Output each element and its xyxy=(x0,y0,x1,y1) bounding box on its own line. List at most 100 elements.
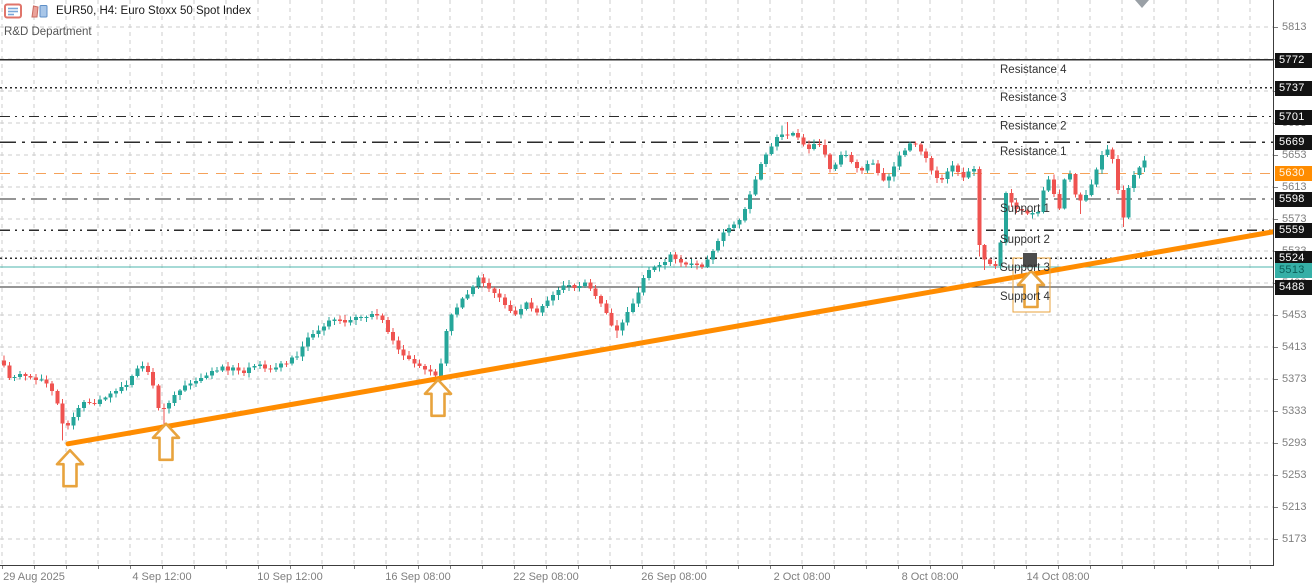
time-tick xyxy=(194,566,195,569)
price-tick-label: 5453 xyxy=(1282,309,1307,321)
price-tick xyxy=(1274,187,1278,188)
price-badge-level: 5669 xyxy=(1275,135,1312,150)
price-axis[interactable]: 5813577357335693565356135573553354935453… xyxy=(1274,0,1315,565)
level-label-support-1[interactable]: Support 1 xyxy=(1000,203,1050,215)
price-tick xyxy=(1274,219,1278,220)
price-tick xyxy=(1274,379,1278,380)
price-tick xyxy=(1274,539,1278,540)
level-label-support-4[interactable]: Support 4 xyxy=(1000,291,1050,303)
time-tick xyxy=(930,566,931,569)
time-axis[interactable]: 29 Aug 2025 4 Sep 12:00 10 Sep 12:00 16 Sep… xyxy=(0,566,1315,587)
quotes-list-icon[interactable] xyxy=(4,3,22,19)
selection-handle[interactable] xyxy=(1023,253,1037,267)
time-tick xyxy=(386,566,387,569)
up-arrow-4 xyxy=(1016,269,1046,309)
time-tick xyxy=(674,566,675,569)
time-tick xyxy=(546,566,547,569)
price-badge-indicator: 5513 xyxy=(1275,263,1312,278)
price-tick xyxy=(1274,155,1278,156)
time-tick xyxy=(98,566,99,569)
chart-header: EUR50, H4: Euro Stoxx 50 Spot Index xyxy=(4,3,251,19)
level-label-resistance-1[interactable]: Resistance 1 xyxy=(1000,146,1066,158)
time-tick xyxy=(418,566,419,569)
time-tick-label: 16 Sep 08:00 xyxy=(385,571,451,583)
time-tick xyxy=(1122,566,1123,569)
time-tick xyxy=(162,566,163,569)
price-badge-level: 5598 xyxy=(1275,192,1312,207)
time-tick-label: 14 Oct 08:00 xyxy=(1026,571,1090,583)
time-tick xyxy=(34,566,35,569)
price-badge-level: 5772 xyxy=(1275,53,1312,68)
price-badge-level: 5488 xyxy=(1275,280,1312,295)
candles xyxy=(2,122,1147,441)
price-tick xyxy=(1274,411,1278,412)
level-label-support-3[interactable]: Support 3 xyxy=(1000,262,1050,274)
time-tick xyxy=(482,566,483,569)
time-tick xyxy=(578,566,579,569)
price-tick-label: 5333 xyxy=(1282,405,1307,417)
time-tick xyxy=(1026,566,1027,569)
level-label-resistance-3[interactable]: Resistance 3 xyxy=(1000,92,1066,104)
time-tick-label: 8 Oct 08:00 xyxy=(901,571,959,583)
time-tick xyxy=(290,566,291,569)
price-badge-level: 5737 xyxy=(1275,81,1312,96)
time-tick xyxy=(514,566,515,569)
time-tick xyxy=(66,566,67,569)
time-tick xyxy=(130,566,131,569)
chart-shift-marker[interactable] xyxy=(1135,0,1149,8)
price-tick-label: 5813 xyxy=(1282,21,1307,33)
time-tick xyxy=(1154,566,1155,569)
price-tick xyxy=(1274,315,1278,316)
time-tick xyxy=(610,566,611,569)
time-tick xyxy=(1186,566,1187,569)
price-badge-level: 5524 xyxy=(1275,251,1312,266)
time-tick xyxy=(866,566,867,569)
time-tick xyxy=(450,566,451,569)
time-tick xyxy=(994,566,995,569)
time-tick-label: 2 Oct 08:00 xyxy=(773,571,831,583)
sr-level-lines[interactable] xyxy=(0,59,1273,288)
time-tick xyxy=(226,566,227,569)
time-tick xyxy=(834,566,835,569)
time-tick xyxy=(1250,566,1251,569)
price-tick xyxy=(1274,475,1278,476)
sr-level-labels: Resistance 4 Resistance 3 Resistance 2 Resi… xyxy=(1000,64,1067,303)
level-label-resistance-4[interactable]: Resistance 4 xyxy=(1000,64,1067,76)
price-tick-label: 5653 xyxy=(1282,149,1307,161)
trendline[interactable] xyxy=(65,229,1273,447)
time-tick-label: 4 Sep 12:00 xyxy=(132,571,192,583)
time-tick xyxy=(898,566,899,569)
time-tick xyxy=(258,566,259,569)
time-tick xyxy=(1218,566,1219,569)
up-arrow-2 xyxy=(151,422,181,462)
chart-bars-icon[interactable] xyxy=(29,3,49,19)
chart-title: EUR50, H4: Euro Stoxx 50 Spot Index xyxy=(56,5,251,17)
price-tick-label: 5293 xyxy=(1282,437,1307,449)
time-tick xyxy=(1058,566,1059,569)
time-tick-label: 26 Sep 08:00 xyxy=(641,571,707,583)
time-tick-label: 22 Sep 08:00 xyxy=(513,571,579,583)
price-tick-label: 5373 xyxy=(1282,373,1307,385)
indicator-name: R&D Department xyxy=(4,26,92,38)
time-tick xyxy=(962,566,963,569)
price-badge-level: 5701 xyxy=(1275,110,1312,125)
time-tick xyxy=(770,566,771,569)
level-label-support-2[interactable]: Support 2 xyxy=(1000,234,1050,246)
gridlines xyxy=(0,0,1273,565)
price-tick xyxy=(1274,507,1278,508)
price-tick xyxy=(1274,443,1278,444)
level-label-resistance-2[interactable]: Resistance 2 xyxy=(1000,121,1066,133)
chart-canvas[interactable]: Resistance 4 Resistance 3 Resistance 2 Resi… xyxy=(0,0,1273,565)
price-badge-current: 5630 xyxy=(1275,166,1312,181)
price-chart[interactable]: Resistance 4 Resistance 3 Resistance 2 Resi… xyxy=(0,0,1274,566)
time-tick xyxy=(706,566,707,569)
buy-arrows[interactable] xyxy=(55,269,1046,488)
time-tick xyxy=(738,566,739,569)
time-tick xyxy=(1090,566,1091,569)
price-tick-label: 5413 xyxy=(1282,341,1307,353)
price-tick xyxy=(1274,27,1278,28)
price-tick-label: 5573 xyxy=(1282,213,1307,225)
price-tick xyxy=(1274,347,1278,348)
time-tick-label: 10 Sep 12:00 xyxy=(257,571,323,583)
